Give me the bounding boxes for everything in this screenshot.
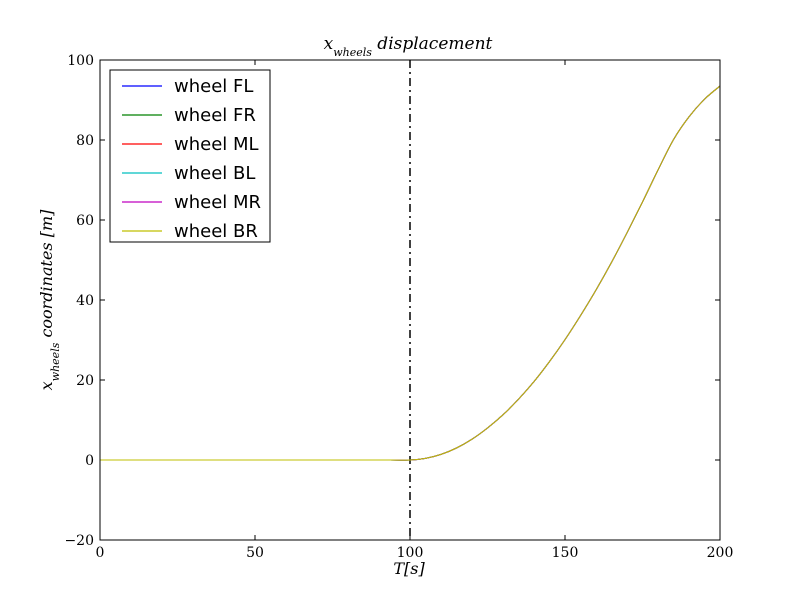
legend-label: wheel BL (174, 163, 255, 184)
legend-label: wheel FL (174, 76, 253, 97)
x-tick-label: 0 (96, 545, 105, 561)
y-tick-label: 100 (67, 53, 94, 69)
x-tick-label: 100 (397, 545, 424, 561)
x-tick-label: 50 (246, 545, 264, 561)
plot-frame (99, 59, 721, 541)
legend-label: wheel BR (174, 221, 258, 242)
series-layer (100, 85, 720, 461)
legend-box (109, 69, 271, 243)
legend: wheel FL wheel FR wheel ML wheel BL wheel MR… (109, 69, 271, 243)
y-tick-label: 80 (76, 133, 94, 149)
legend-label: wheel FR (174, 105, 256, 126)
chart-title: xwheels displacement (324, 34, 493, 59)
x-tick-label: 150 (552, 545, 579, 561)
y-tick-label: 0 (85, 453, 94, 469)
series-line-wheel-br (100, 85, 720, 461)
y-tick-label: 40 (76, 293, 94, 309)
x-tick-label: 200 (707, 545, 734, 561)
legend-label: wheel MR (174, 192, 261, 213)
y-tick-label: 60 (76, 213, 94, 229)
x-axis-title: T[s] (393, 559, 425, 578)
legend-label: wheel ML (174, 134, 259, 155)
y-tick-label: 20 (76, 373, 94, 389)
y-axis-title: xwheels coordinates [m] (37, 209, 62, 390)
y-tick-label: −20 (64, 533, 94, 549)
